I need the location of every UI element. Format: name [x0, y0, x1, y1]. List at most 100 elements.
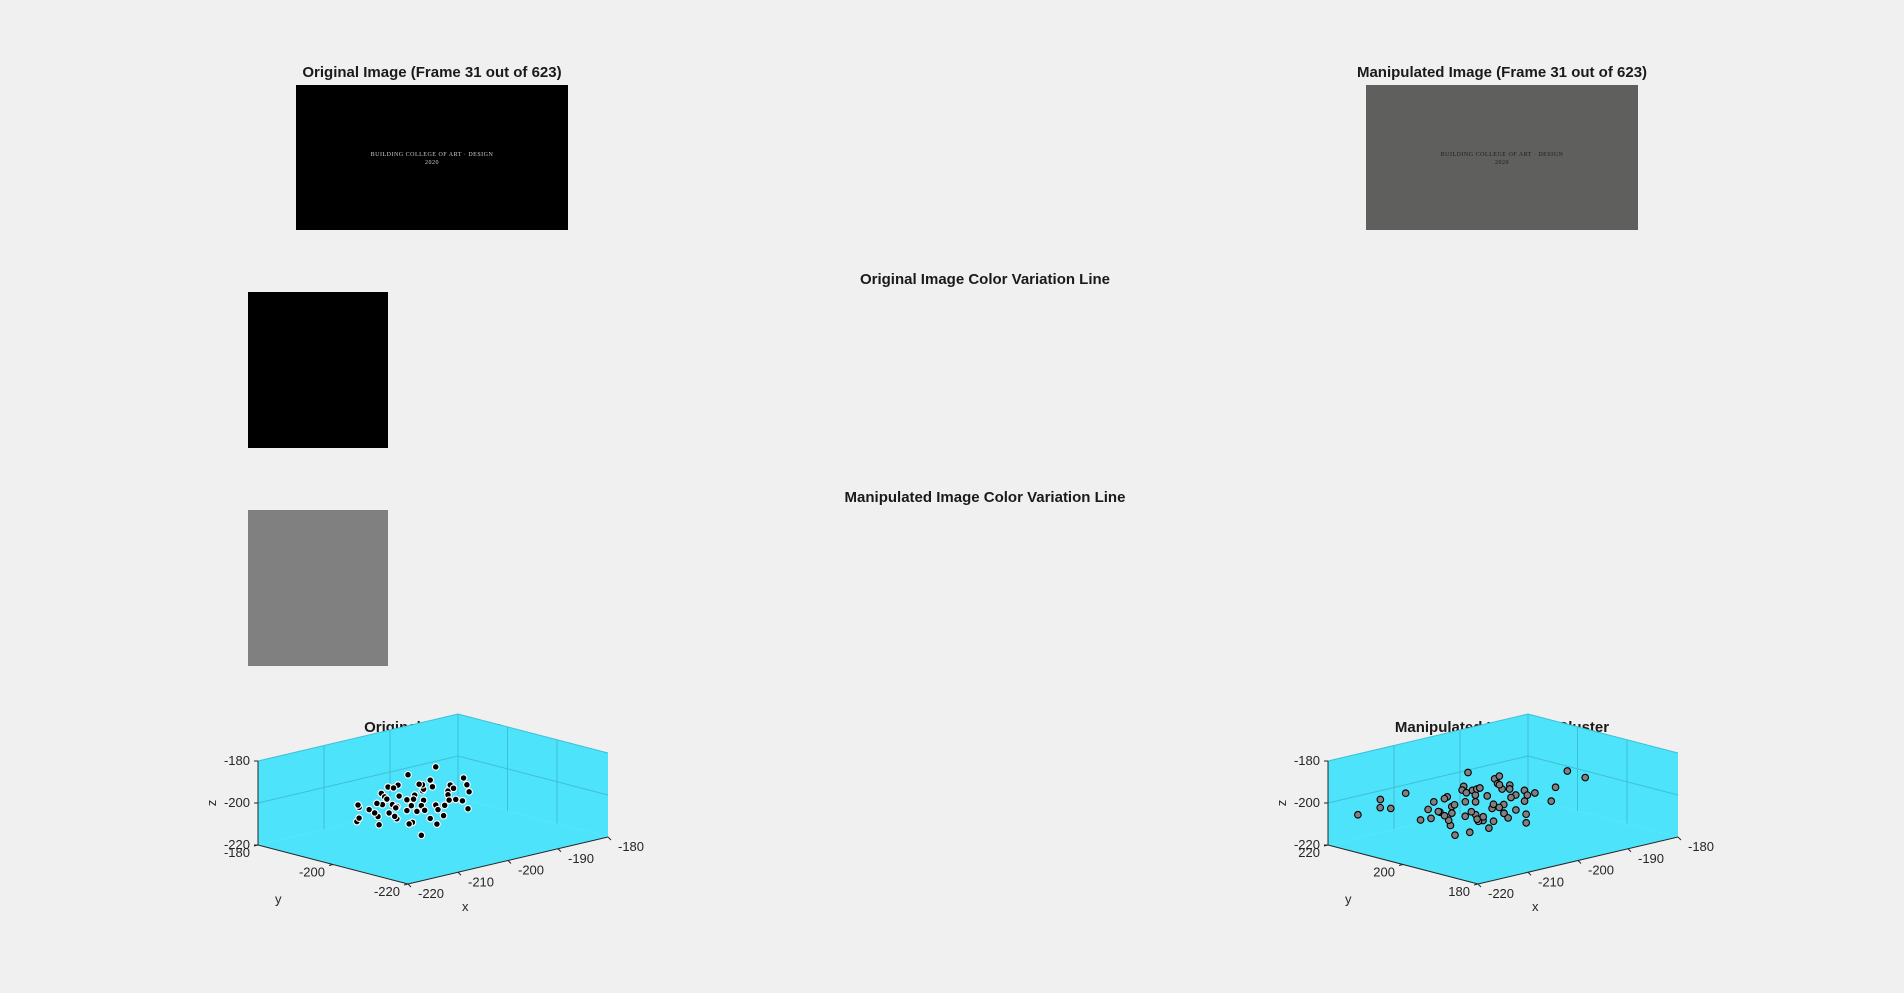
manipulated-cluster-point — [1467, 807, 1476, 816]
manipulated-cluster-point — [1483, 792, 1492, 800]
original-cluster-x-tick-label: -210 — [468, 874, 494, 889]
original-cluster-point — [355, 814, 363, 822]
original-cluster-point — [431, 763, 440, 771]
manipulated-cluster-x-tick — [1677, 836, 1682, 841]
manipulated-cluster-x-tick-label: -190 — [1638, 851, 1664, 866]
original-cluster-point — [365, 805, 373, 814]
manipulated-cluster-point — [1434, 807, 1443, 816]
manipulated-color-line-title: Manipulated Image Color Variation Line — [844, 489, 1126, 506]
manipulated-cluster-point — [1505, 785, 1514, 793]
original-cluster-point — [434, 805, 442, 814]
original-cluster-z-label: z — [204, 800, 219, 807]
manipulated-cluster-point — [1520, 797, 1529, 805]
original-cluster-point — [403, 795, 411, 804]
manipulated-cluster-top-edge — [1327, 713, 1679, 762]
original-cluster-z-tick-label: -200 — [224, 795, 250, 810]
original-cluster-y-label: y — [275, 892, 282, 907]
original-cluster-point — [458, 797, 467, 805]
manipulated-cluster-point — [1485, 824, 1493, 832]
manipulated-cluster-point — [1448, 809, 1456, 817]
manipulated-cluster-point — [1424, 805, 1432, 814]
manipulated-cluster-x-tick — [1627, 848, 1632, 853]
manipulated-cluster-point — [1465, 828, 1474, 837]
manipulated-cluster-point — [1522, 810, 1530, 819]
original-cluster-point — [395, 792, 403, 800]
manipulated-cluster-point — [1464, 768, 1472, 777]
original-cluster-point — [385, 809, 393, 817]
manipulated-cluster-point — [1376, 803, 1385, 812]
original-cluster-point — [439, 811, 448, 820]
original-cluster-x-tick — [607, 836, 612, 841]
original-cluster-point — [409, 795, 418, 803]
manipulated-cluster-point — [1507, 793, 1515, 802]
manipulated-cluster-point — [1547, 797, 1556, 805]
original-cluster-x-tick-label: -190 — [568, 851, 594, 866]
manipulated-cluster-point — [1581, 773, 1590, 782]
manipulated-frame-caption-year: 2020 — [1495, 160, 1509, 166]
original-cluster-point — [404, 770, 412, 779]
manipulated-cluster-point — [1489, 817, 1498, 826]
original-cluster-x-tick — [407, 883, 412, 888]
original-cluster-x-tick — [557, 848, 562, 853]
manipulated-cluster-point — [1479, 812, 1488, 821]
manipulated-cluster-y-tick — [1398, 864, 1404, 866]
manipulated-cluster-point — [1451, 831, 1459, 839]
original-color-line-title: Original Image Color Variation Line — [859, 271, 1111, 288]
manipulated-cluster-x-tick — [1527, 871, 1532, 876]
original-cluster-point — [426, 814, 435, 823]
original-cluster-point — [420, 806, 429, 815]
manipulated-cluster-grid-z-0 — [1327, 755, 1679, 804]
original-cluster-point — [464, 804, 472, 813]
manipulated-cluster-point — [1522, 818, 1531, 827]
manipulated-frame-caption: BUILDING COLLEGE OF ART · DESIGN — [1440, 152, 1564, 158]
manipulated-cluster-point — [1427, 814, 1435, 823]
manipulated-frame-image: BUILDING COLLEGE OF ART · DESIGN 2020 — [1366, 85, 1638, 230]
original-cluster-plot[interactable]: -220-210-200-190-180-220-200-180-180-200… — [190, 713, 644, 940]
manipulated-cluster-point — [1440, 811, 1449, 820]
original-cluster-point — [391, 803, 400, 812]
original-cluster-point — [413, 807, 421, 816]
manipulated-cluster-x-tick-label: -200 — [1588, 863, 1614, 878]
original-cluster-y-tick — [328, 864, 334, 866]
manipulated-cluster-y-tick-label: 200 — [1373, 865, 1395, 880]
manipulated-cluster-point — [1416, 816, 1425, 824]
original-cluster-x-tick — [507, 860, 512, 864]
manipulated-frame-title: Manipulated Image (Frame 31 out of 623) — [1356, 64, 1648, 81]
manipulated-cluster-point — [1461, 812, 1470, 821]
manipulated-cluster-point — [1462, 788, 1471, 797]
original-cluster-point — [463, 780, 471, 789]
manipulated-cluster-z-label: z — [1274, 800, 1289, 807]
original-cluster-point — [403, 806, 411, 815]
original-cluster-top-edge — [257, 713, 609, 762]
original-cluster-floor — [258, 798, 608, 884]
manipulated-cluster-plot[interactable]: -220 -210 -200 -190 -180 180 200 220 -180 -200 -22… — [1260, 713, 1714, 940]
original-cluster-y-tick-label: -180 — [224, 845, 250, 860]
original-cluster-y-tick-label: -220 — [374, 884, 400, 899]
original-cluster-z-tick-label: -180 — [224, 753, 250, 768]
manipulated-cluster-point — [1531, 789, 1539, 797]
manipulated-cluster-z-tick-label: -180 — [1294, 753, 1320, 768]
original-cluster-point — [415, 780, 423, 789]
original-cluster-point — [383, 795, 391, 803]
original-cluster-point — [370, 809, 379, 817]
manipulated-cluster-point — [1551, 783, 1560, 792]
original-cluster-x-tick-label: -200 — [518, 863, 544, 878]
original-color-swatch — [248, 292, 388, 448]
manipulated-cluster-y-tick — [1473, 883, 1479, 886]
manipulated-cluster-point — [1461, 797, 1470, 806]
original-cluster-x-tick-label: -180 — [618, 839, 644, 854]
manipulated-cluster-x-tick-label: -220 — [1488, 886, 1514, 901]
original-cluster-point — [373, 799, 381, 808]
manipulated-cluster-y-label: y — [1345, 892, 1352, 907]
manipulated-cluster-point — [1476, 784, 1484, 792]
original-cluster-grid-z-0 — [257, 755, 609, 804]
original-cluster-z-tick-label: -220 — [224, 837, 250, 852]
original-cluster-point — [407, 801, 416, 810]
original-cluster-x-tick — [457, 871, 462, 876]
original-cluster-point — [405, 820, 413, 828]
manipulated-cluster-x-tick-label: -210 — [1538, 874, 1564, 889]
original-frame-caption: BUILDING COLLEGE OF ART · DESIGN — [370, 152, 494, 158]
manipulated-cluster-point — [1450, 800, 1459, 809]
manipulated-cluster-point — [1563, 767, 1572, 775]
original-frame-image: BUILDING COLLEGE OF ART · DESIGN 2020 — [296, 85, 568, 230]
